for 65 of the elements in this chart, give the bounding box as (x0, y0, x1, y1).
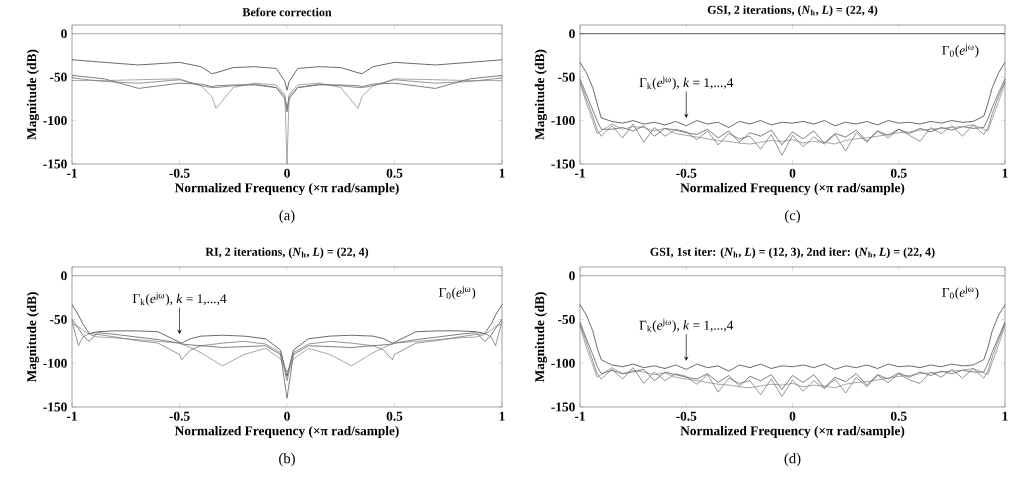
chart-title: GSI, 2 iterations, (N$_{h}$, L) = (22, 4) (707, 5, 878, 17)
x-tick-label: 0.5 (890, 168, 907, 178)
x-tick-label: -1 (574, 411, 585, 421)
y-tick-label: -50 (558, 72, 575, 82)
x-tick-label: -0.5 (169, 168, 190, 178)
x-tick-label: -0.5 (676, 168, 697, 178)
y-axis-title: Magnitude (dB) (534, 292, 548, 383)
annotation: Γ$_{k}$(e$^{jω}$), k = 1,...,4 (132, 292, 227, 306)
chart-title: RI, 2 iterations, (N$_{h}$, L) = (22, 4) (205, 247, 369, 259)
series-label: Γ$_{0}$(e$^{jω}$) (438, 285, 476, 300)
y-tick-label: -150 (551, 159, 575, 169)
series-label: Γ$_{0}$(e$^{jω}$) (942, 285, 979, 300)
x-tick-label: 0 (789, 168, 796, 178)
y-tick-label: -100 (551, 116, 575, 126)
x-axis-title: Normalized Frequency (×π rad/sample) (680, 182, 905, 196)
y-axis-title: Magnitude (dB) (26, 49, 40, 140)
y-tick-label: -100 (43, 116, 67, 126)
y-tick-label: 0 (569, 29, 575, 39)
x-axis-title: Normalized Frequency (×π rad/sample) (174, 425, 399, 439)
x-tick-label: 1 (1002, 168, 1008, 178)
y-tick-label: 0 (61, 29, 67, 39)
y-tick-label: -50 (558, 314, 575, 324)
chart-title: GSI, 1st iter: (N$_{h}$, L) = (12, 3), 2nd iter: (N$_{h}$, L) = (22, 4) (650, 247, 935, 259)
y-tick-label: 0 (569, 271, 575, 281)
x-tick-label: 1 (1002, 411, 1008, 421)
y-tick-label: -150 (43, 159, 67, 169)
x-tick-label: 0 (284, 411, 290, 421)
text: (a) (279, 210, 295, 224)
x-tick-label: 0.5 (386, 411, 403, 421)
line-series (71, 304, 503, 377)
text: (d) (784, 453, 801, 467)
annotation: Γ$_{k}$(e$^{jω}$), k = 1,...,4 (639, 318, 734, 333)
x-tick-label: -1 (574, 168, 585, 178)
line-series (71, 59, 503, 91)
y-tick-label: -50 (50, 314, 67, 324)
x-tick-label: 0.5 (890, 411, 907, 421)
line-series (579, 62, 1006, 128)
y-tick-label: -150 (43, 402, 67, 412)
chart-title: Before correction (242, 7, 332, 17)
series-label: Γ$_{0}$(e$^{jω}$) (942, 43, 979, 58)
x-tick-label: 0.5 (386, 168, 403, 178)
x-tick-label: -1 (66, 168, 77, 178)
line-series (71, 323, 503, 373)
y-tick-label: -50 (50, 72, 67, 82)
line-series (71, 320, 503, 382)
y-axis-title: Magnitude (dB) (26, 292, 40, 383)
x-tick-label: -1 (66, 411, 77, 421)
x-tick-label: 0 (284, 168, 290, 178)
x-tick-label: 0 (789, 411, 796, 421)
text: (b) (279, 453, 295, 467)
x-axis-title: Normalized Frequency (×π rad/sample) (680, 425, 905, 439)
text: (c) (785, 210, 800, 224)
annotation: Γ$_{k}$(e$^{jω}$), k = 1,...,4 (639, 75, 734, 90)
y-tick-label: -100 (551, 358, 575, 368)
y-axis-title: Magnitude (dB) (534, 49, 548, 140)
x-tick-label: -0.5 (676, 411, 697, 421)
x-tick-label: -0.5 (169, 411, 190, 421)
y-tick-label: -100 (43, 358, 67, 368)
x-tick-label: 1 (499, 411, 505, 421)
y-tick-label: -150 (551, 402, 575, 412)
y-tick-label: 0 (61, 271, 67, 281)
x-tick-label: 1 (499, 168, 505, 178)
line-series (71, 78, 503, 165)
line-series (579, 304, 1006, 372)
x-axis-title: Normalized Frequency (×π rad/sample) (174, 182, 399, 196)
